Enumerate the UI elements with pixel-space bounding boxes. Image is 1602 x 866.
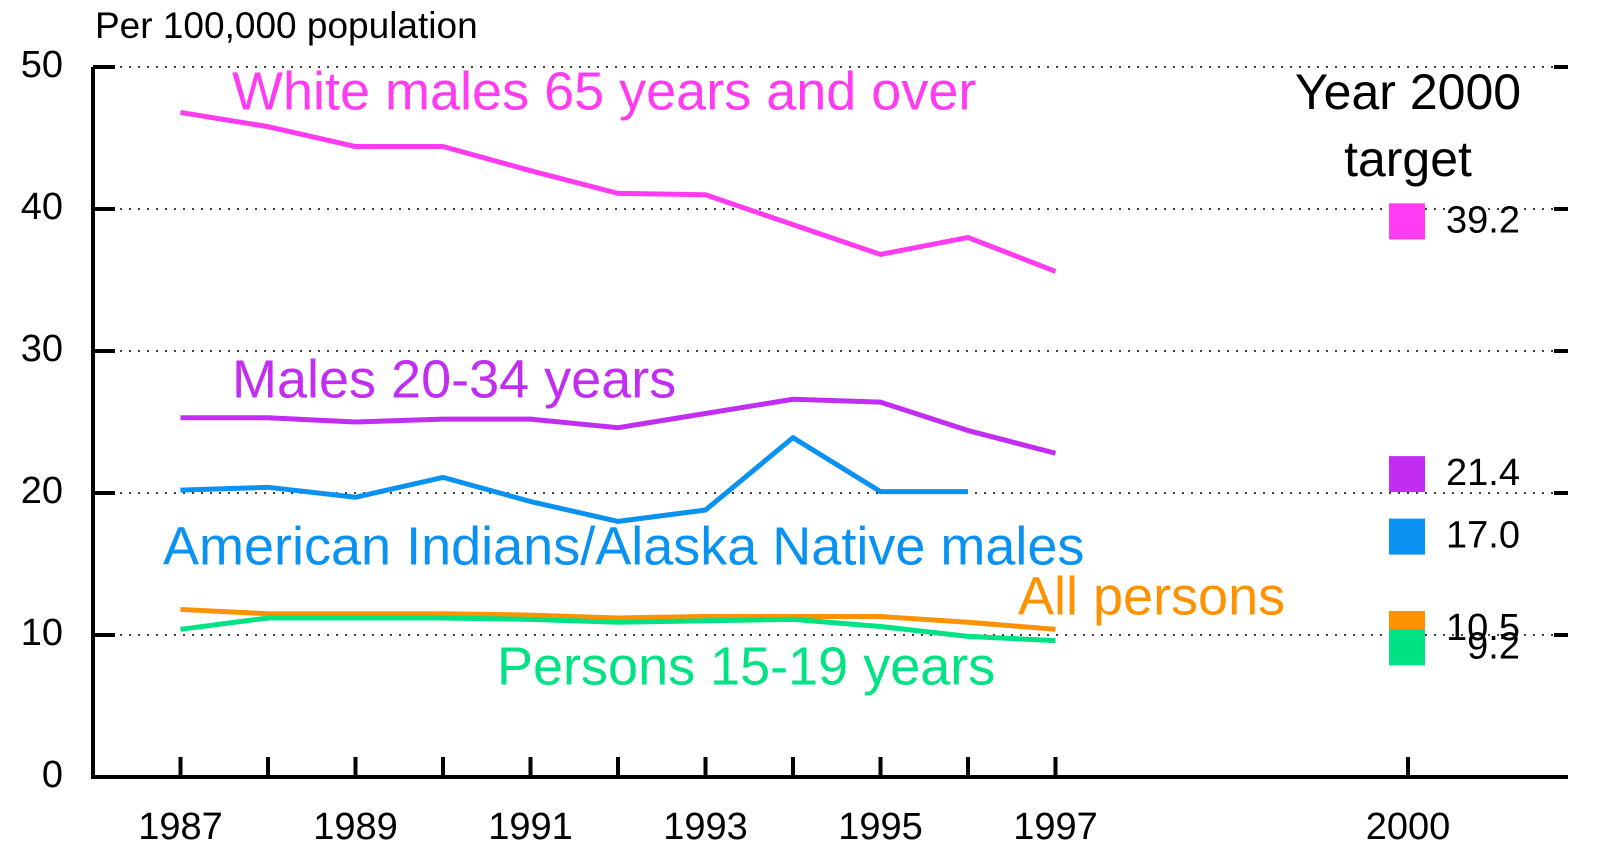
- x-tick-label: 1993: [663, 806, 748, 848]
- target-marker: [1389, 629, 1425, 666]
- y-tick-label: 50: [21, 44, 63, 86]
- x-tick-label: 1995: [838, 806, 923, 848]
- target-marker: [1389, 203, 1425, 240]
- series-line: [180, 435, 968, 524]
- target-marker: [1389, 456, 1425, 493]
- target-title: Year 2000: [1295, 64, 1521, 120]
- target-label: 39.2: [1446, 199, 1520, 241]
- x-tick-label: 1997: [1013, 806, 1098, 848]
- y-tick-label: 20: [21, 470, 63, 512]
- target-label: 21.4: [1446, 452, 1520, 494]
- series-line: [180, 615, 1056, 644]
- y-tick-label: 0: [42, 754, 63, 796]
- series-label: Persons 15-19 years: [497, 636, 995, 696]
- series-label: All persons: [1018, 566, 1285, 626]
- y-tick-label: 10: [21, 612, 63, 654]
- series-line: [180, 606, 1056, 632]
- x-tick-label: 2000: [1366, 806, 1451, 848]
- target-title: target: [1344, 131, 1472, 187]
- series-line: [180, 109, 1057, 274]
- target-label: 17.0: [1446, 515, 1520, 557]
- x-tick-label: 1987: [138, 806, 223, 848]
- series-label: American Indians/Alaska Native males: [163, 516, 1084, 576]
- series-line: [180, 396, 1057, 456]
- x-tick-label: 1989: [313, 806, 398, 848]
- target-label: 9.2: [1467, 625, 1520, 667]
- target-marker: [1389, 518, 1425, 555]
- y-axis-label: Per 100,000 population: [95, 5, 478, 46]
- x-tick-label: 1991: [488, 806, 573, 848]
- series-label: White males 65 years and over: [232, 61, 976, 121]
- series-label: Males 20-34 years: [232, 349, 676, 409]
- y-tick-label: 30: [21, 328, 63, 370]
- y-tick-label: 40: [21, 186, 63, 228]
- target-label: 10.5: [1446, 607, 1520, 649]
